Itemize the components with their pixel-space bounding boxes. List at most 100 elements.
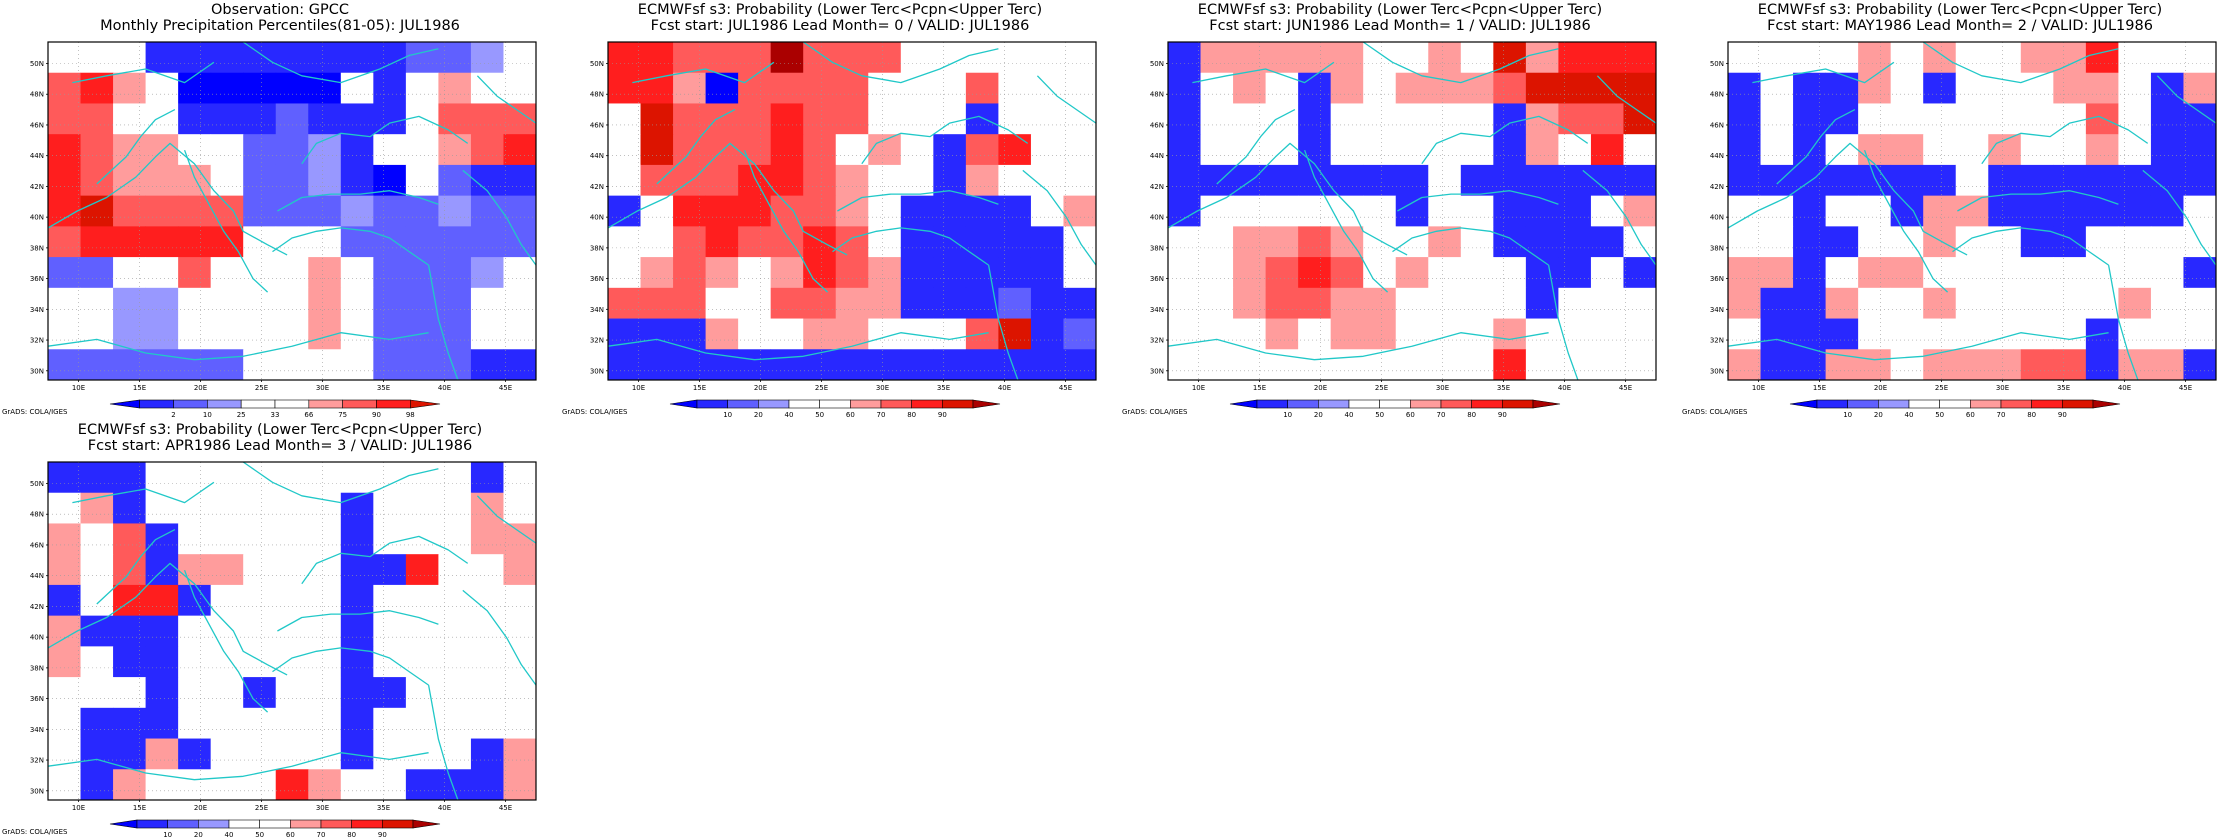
grid-cell: [933, 72, 967, 104]
grid-cell: [640, 287, 674, 319]
grid-cell: [2183, 72, 2217, 104]
panel-title-line1: ECMWFsf s3: Probability (Lower Terc<Pcpn…: [1197, 2, 1603, 18]
grid-cell: [373, 42, 407, 74]
map-chart: 30N 32N 34N 36N 38N 40N 42N 44N 46N 48N 50N 10E 15E 2…: [562, 41, 1097, 419]
grads-credit: GrADS: COLA/IGES: [2, 828, 68, 836]
x-tick-label: 10E: [1192, 384, 1205, 392]
colorbar-end: [109, 819, 138, 829]
grid-cell: [2118, 72, 2152, 104]
grid-cell: [1590, 72, 1624, 104]
grid-cell: [933, 226, 967, 258]
grid-cell: [210, 738, 244, 770]
colorbar-swatch: [1440, 399, 1472, 409]
grid-cell: [1890, 42, 1924, 74]
coastline: [1397, 190, 1559, 212]
grid-cell: [1428, 226, 1462, 258]
grid-cell: [2053, 72, 2087, 104]
grid-cell: [2118, 103, 2152, 135]
grid-cell: [373, 257, 407, 289]
y-tick-label: 30N: [1150, 367, 1164, 375]
grid-cell: [503, 492, 537, 524]
coastline: [1863, 149, 1949, 293]
coastline: [1216, 109, 1296, 185]
grid-cell: [1923, 287, 1957, 319]
grid-cell: [2183, 103, 2217, 135]
grid-cell: [1590, 195, 1624, 227]
grid-cell: [1265, 349, 1299, 381]
grid-cell: [405, 349, 439, 381]
colorbar-label: 90: [378, 831, 387, 839]
y-tick-label: 42N: [30, 183, 44, 191]
x-tick-label: 35E: [937, 384, 950, 392]
grid-cell: [1030, 134, 1064, 166]
colorbar-swatch: [290, 819, 322, 829]
grid-cell: [1858, 164, 1892, 197]
grid-cell: [405, 615, 439, 647]
grid-cell: [2150, 349, 2184, 381]
colorbar-label: 33: [271, 411, 280, 419]
grid-cell: [1825, 195, 1859, 227]
grid-cell: [1428, 349, 1462, 381]
grid-cell: [1858, 257, 1892, 289]
grid-cell: [470, 72, 504, 104]
grid-cell: [1728, 134, 1761, 166]
grid-cell: [80, 707, 114, 739]
coastline: [1752, 61, 1895, 84]
colorbar-swatch: [1379, 399, 1411, 409]
grid-cell: [48, 523, 81, 555]
grid-cell: [308, 164, 342, 197]
grid-cell: [1728, 72, 1761, 104]
x-tick-label: 40E: [1558, 384, 1571, 392]
grid-cell: [900, 349, 934, 381]
grid-cell: [1395, 287, 1429, 319]
grid-cell: [835, 72, 869, 104]
grid-cell: [210, 164, 244, 197]
grid-cell: [770, 134, 804, 166]
grid-cell: [145, 287, 179, 319]
grid-cell: [80, 523, 114, 555]
grads-credit: GrADS: COLA/IGES: [2, 408, 68, 416]
grid-cell: [1265, 164, 1299, 197]
grid-cell: [1988, 257, 2022, 289]
grid-cell: [705, 226, 739, 258]
grid-cell: [178, 523, 212, 555]
grid-cell: [608, 103, 641, 135]
grid-cell: [1760, 318, 1794, 350]
coastline: [861, 115, 1029, 165]
grid-cell: [1955, 349, 1989, 381]
coastline: [183, 569, 269, 713]
grid-cell: [210, 103, 244, 135]
coastline: [1036, 75, 1097, 124]
grid-cell: [113, 738, 146, 770]
colorbar-swatch: [228, 819, 260, 829]
grid-cell: [1363, 164, 1397, 197]
coastline: [1727, 142, 1968, 256]
grid-cell: [1330, 42, 1364, 74]
colorbar-swatch: [1878, 399, 1910, 409]
grid-cell: [340, 769, 374, 801]
grid-cell: [1330, 287, 1364, 319]
grid-cell: [275, 257, 309, 289]
grid-cell: [1330, 103, 1364, 135]
coastline: [607, 332, 989, 361]
x-tick-label: 35E: [377, 384, 390, 392]
grid-cell: [1428, 103, 1462, 135]
panel-lead0: ECMWFsf s3: Probability (Lower Terc<Pcpn…: [560, 0, 1120, 420]
grid-cell: [835, 257, 869, 289]
grid-cell: [80, 554, 114, 586]
y-tick-label: 48N: [30, 91, 44, 99]
grid-cell: [2118, 349, 2152, 381]
grid-cell: [1200, 349, 1234, 381]
grid-cell: [308, 584, 342, 617]
grid-cell: [1793, 134, 1826, 166]
colorbar-label: 2: [171, 411, 175, 419]
colorbar-swatch: [696, 399, 728, 409]
grid-cell: [243, 646, 277, 678]
coastlines: [1727, 41, 2217, 381]
colorbar-label: 60: [286, 831, 295, 839]
grid-cell: [308, 257, 342, 289]
grid-cell: [1590, 103, 1624, 135]
grid-cell: [340, 103, 374, 135]
x-tick-label: 30E: [316, 804, 329, 812]
coastline: [462, 169, 537, 266]
